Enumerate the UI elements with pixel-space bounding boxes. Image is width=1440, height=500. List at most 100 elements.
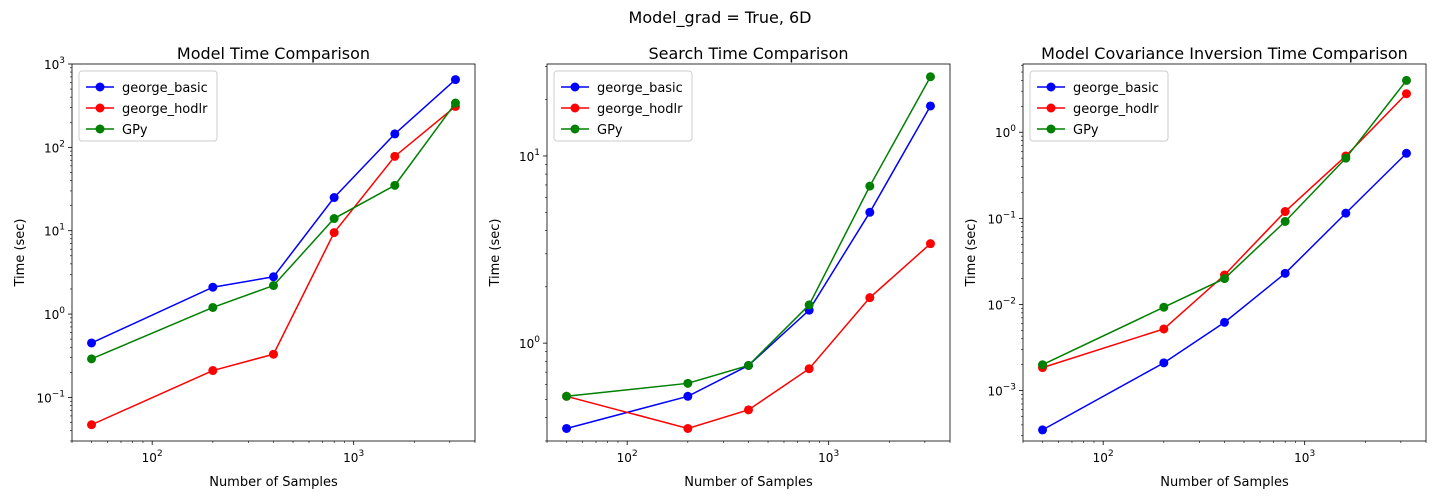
- subplot-2: Search Time Comparison 102 103 100 101 Number…: [488, 44, 951, 490]
- data-point-GPy: [87, 354, 97, 364]
- legend-marker: [95, 124, 105, 134]
- x-axis-label: Number of Samples: [1160, 475, 1289, 490]
- y-tick-label: 100: [44, 306, 65, 322]
- data-point-GPy: [208, 302, 218, 312]
- legend-marker: [95, 103, 105, 113]
- data-point-GPy: [865, 181, 875, 191]
- y-tick-label: 101: [44, 223, 65, 239]
- data-point-george_basic: [1159, 358, 1169, 368]
- legend: george_basic george_hodlr GPy: [1029, 70, 1169, 142]
- data-point-GPy: [1159, 302, 1169, 312]
- data-point-GPy: [562, 391, 572, 401]
- subplot-3: Model Covariance Inversion Time Comparis…: [964, 44, 1427, 490]
- data-point-george_hodlr: [390, 151, 400, 161]
- legend-label: GPy: [597, 123, 623, 138]
- y-axis-label: Time (sec): [13, 218, 28, 287]
- subplot-title: Search Time Comparison: [648, 44, 848, 63]
- x-axis-label: Number of Samples: [209, 475, 338, 490]
- axes-frame: [1022, 63, 1427, 442]
- legend-box: [553, 70, 693, 142]
- y-tick-label: 10−3: [987, 383, 1016, 399]
- legend-label: george_hodlr: [597, 102, 683, 117]
- data-point-george_basic: [683, 391, 693, 401]
- data-point-george_basic: [1220, 317, 1229, 327]
- legend: george_basic george_hodlr GPy: [553, 70, 693, 142]
- data-point-george_basic: [1280, 268, 1290, 278]
- legend-box: [78, 70, 218, 142]
- data-point-GPy: [1038, 360, 1048, 370]
- x-tick-label: 102: [1093, 449, 1114, 465]
- y-tick-label: 10−2: [987, 296, 1016, 312]
- y-axis-label: Time (sec): [964, 218, 979, 287]
- data-point-george_hodlr: [744, 405, 753, 415]
- x-axis-label: Number of Samples: [684, 475, 813, 490]
- data-point-george_basic: [208, 282, 218, 292]
- x-tick-label: 102: [142, 449, 163, 465]
- series-line-george_basic: [566, 105, 932, 430]
- legend-box: [1029, 70, 1169, 142]
- y-tick-label: 100: [995, 124, 1016, 140]
- legend-marker: [1046, 82, 1056, 92]
- data-point-GPy: [269, 281, 278, 291]
- data-point-george_hodlr: [865, 293, 875, 303]
- axes-frame: [546, 63, 951, 442]
- data-point-george_basic: [1038, 425, 1048, 435]
- data-point-GPy: [683, 378, 693, 388]
- data-point-george_hodlr: [925, 239, 935, 249]
- legend-label: george_hodlr: [122, 102, 208, 117]
- figure-suptitle: Model_grad = True, 6D: [629, 8, 812, 28]
- legend-marker: [1046, 124, 1056, 134]
- data-point-george_hodlr: [208, 366, 218, 376]
- data-point-george_basic: [390, 129, 400, 139]
- x-tick-label: 102: [617, 449, 638, 465]
- axes-frame: [71, 63, 476, 442]
- legend-marker: [570, 124, 580, 134]
- series-line-GPy: [1042, 79, 1408, 366]
- data-point-george_basic: [925, 101, 935, 111]
- subplot-title: Model Time Comparison: [177, 44, 370, 63]
- data-point-george_hodlr: [683, 423, 693, 433]
- data-point-GPy: [804, 300, 814, 310]
- data-point-GPy: [1220, 274, 1229, 284]
- y-tick-label: 100: [519, 335, 540, 351]
- data-point-george_basic: [865, 207, 875, 217]
- x-tick-label: 103: [818, 449, 839, 465]
- data-point-GPy: [329, 214, 339, 224]
- data-point-george_basic: [1341, 208, 1351, 218]
- subplot-title: Model Covariance Inversion Time Comparis…: [1041, 44, 1408, 63]
- data-point-GPy: [1401, 75, 1411, 85]
- legend-marker: [1046, 103, 1056, 113]
- data-point-GPy: [390, 180, 400, 190]
- data-point-george_basic: [87, 338, 97, 348]
- data-point-george_basic: [269, 272, 278, 282]
- y-tick-label: 101: [519, 148, 540, 164]
- y-tick-label: 103: [44, 56, 65, 72]
- legend-label: george_hodlr: [1073, 102, 1159, 117]
- series-line-george_hodlr: [566, 243, 931, 430]
- x-tick-label: 103: [1294, 449, 1315, 465]
- data-point-george_hodlr: [87, 420, 97, 430]
- data-point-GPy: [1280, 216, 1290, 226]
- legend-label: george_basic: [122, 81, 208, 96]
- legend-marker: [95, 82, 105, 92]
- y-tick-label: 10−1: [987, 210, 1016, 226]
- legend-label: george_basic: [1073, 81, 1159, 96]
- legend-marker: [570, 103, 580, 113]
- series-line-GPy: [566, 76, 932, 398]
- data-point-george_hodlr: [1159, 324, 1169, 334]
- data-point-george_basic: [1401, 148, 1411, 158]
- legend-label: GPy: [1073, 123, 1099, 138]
- data-point-george_basic: [562, 423, 572, 433]
- data-point-george_hodlr: [1401, 89, 1411, 99]
- subplot-1: Model Time Comparison 102 103 10−1 100 101 102…: [13, 44, 476, 490]
- data-point-GPy: [925, 72, 935, 82]
- data-point-george_hodlr: [804, 364, 814, 374]
- legend-marker: [570, 82, 580, 92]
- data-point-george_hodlr: [1280, 207, 1290, 217]
- data-point-george_basic: [329, 193, 339, 203]
- legend-label: GPy: [122, 123, 148, 138]
- series-line-george_hodlr: [91, 105, 456, 426]
- y-tick-label: 102: [44, 139, 65, 155]
- series-line-george_basic: [91, 79, 456, 344]
